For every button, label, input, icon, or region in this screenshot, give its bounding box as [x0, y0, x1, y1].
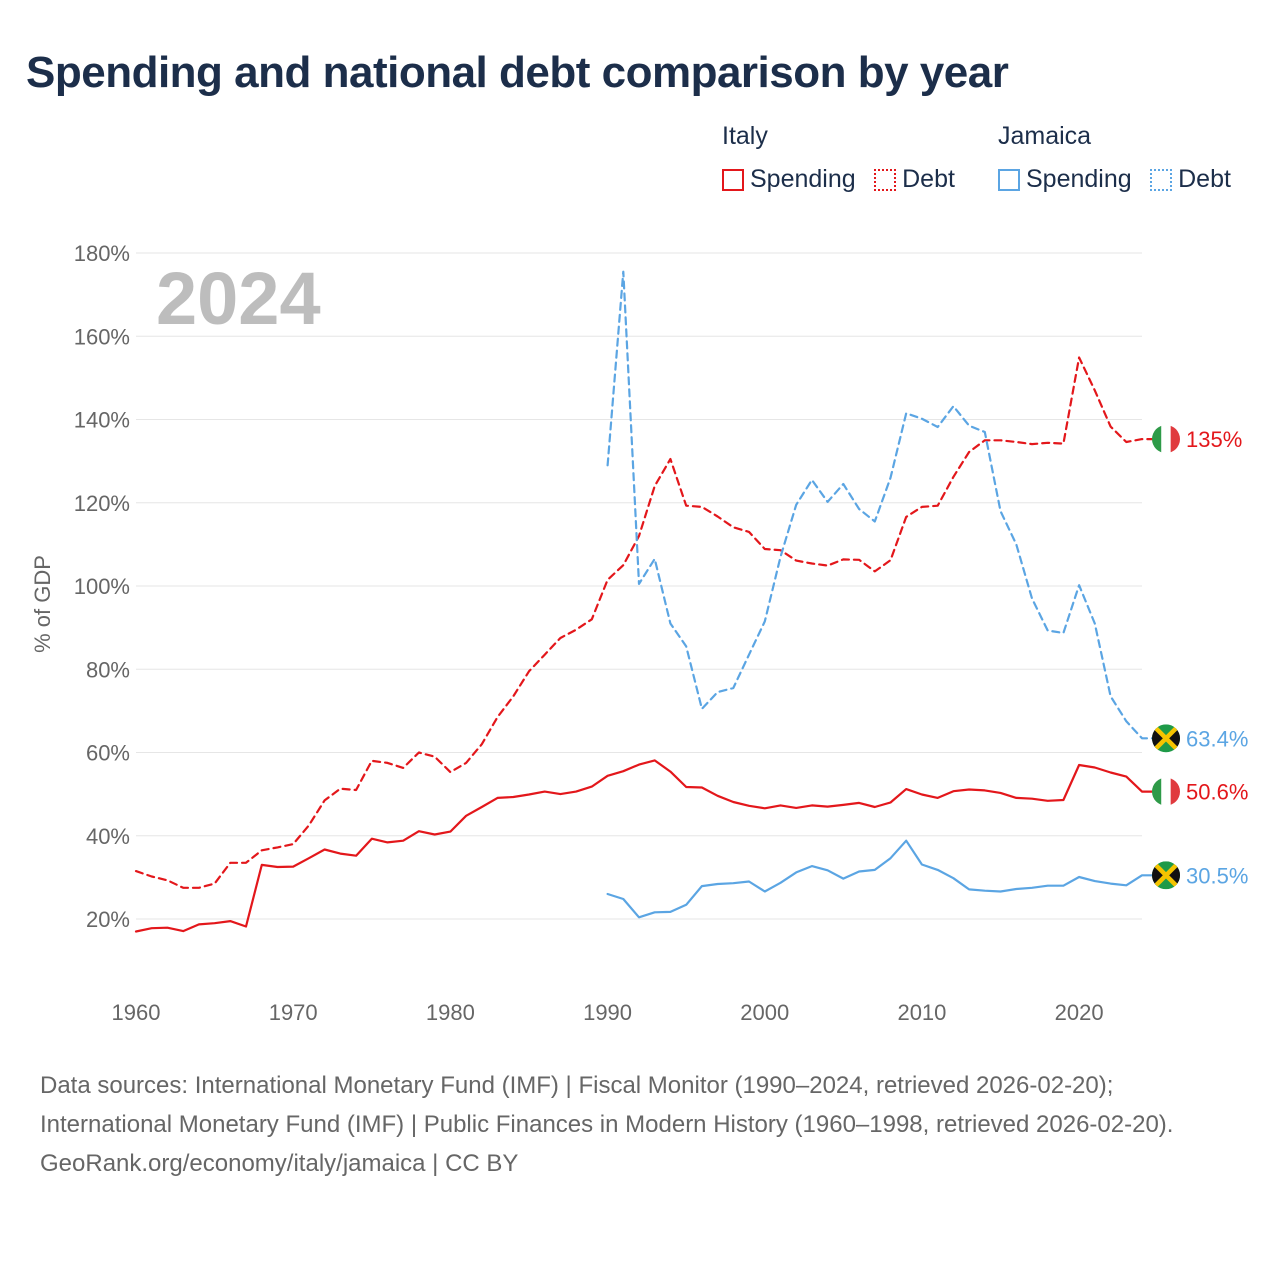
- legend-label: Debt: [902, 165, 955, 193]
- source-note: Data sources: International Monetary Fun…: [40, 1066, 1240, 1144]
- legend-item-jamaica-spending[interactable]: Spending: [998, 165, 1132, 194]
- legend-item-jamaica-debt[interactable]: Debt: [1150, 165, 1231, 194]
- y-tick-label: 80%: [86, 657, 130, 682]
- y-tick-label: 140%: [74, 408, 130, 433]
- x-tick-label: 1990: [583, 1000, 632, 1025]
- legend-label: Debt: [1178, 165, 1231, 193]
- y-tick-label: 60%: [86, 741, 130, 766]
- x-tick-label: 2010: [897, 1000, 946, 1025]
- legend-country-jamaica: Jamaica: [998, 122, 1092, 150]
- y-tick-label: 180%: [74, 241, 130, 266]
- x-tick-label: 2000: [740, 1000, 789, 1025]
- y-axis-title: % of GDP: [30, 555, 55, 653]
- year-overlay: 2024: [156, 257, 321, 340]
- legend-label: Spending: [750, 165, 856, 193]
- italy-flag-icon: [1152, 777, 1180, 806]
- legend-group-jamaica: Jamaica Spending Debt: [998, 122, 1245, 196]
- jamaica-flag-icon: [1152, 861, 1180, 890]
- legend-group-italy: Italy Spending Debt: [722, 122, 969, 196]
- jamaica-spending-line[interactable]: [606, 839, 1154, 919]
- chart-title: Spending and national debt comparison by…: [26, 48, 1009, 97]
- italy-flag-icon: [1152, 425, 1180, 454]
- grid: 20% 40% 60% 80% 100% 120% 140% 160% 180% 1960 1970…: [74, 241, 1142, 1025]
- y-tick-label: 120%: [74, 491, 130, 516]
- x-tick-label: 2020: [1055, 1000, 1104, 1025]
- x-tick-label: 1970: [269, 1000, 318, 1025]
- x-tick-label: 1980: [426, 1000, 475, 1025]
- source-line-2: International Monetary Fund (IMF) | Publ…: [40, 1111, 1174, 1138]
- italy-debt-end-label: 135%: [1186, 427, 1242, 452]
- jamaica-flag-icon: [1152, 724, 1180, 753]
- source-line-1: Data sources: International Monetary Fun…: [40, 1072, 1114, 1099]
- jamaica-debt-line[interactable]: [606, 270, 1154, 740]
- legend-swatch-dotted-blue: [1150, 168, 1173, 191]
- y-tick-label: 40%: [86, 824, 130, 849]
- jamaica-debt-end-label: 63.4%: [1186, 726, 1248, 751]
- legend-country-italy: Italy: [722, 122, 768, 150]
- series: [134, 270, 1154, 933]
- italy-debt-line[interactable]: [134, 356, 1154, 889]
- legend-swatch-dotted-red: [874, 168, 897, 191]
- y-tick-label: 100%: [74, 574, 130, 599]
- legend-item-italy-spending[interactable]: Spending: [722, 165, 856, 194]
- y-tick-label: 160%: [74, 324, 130, 349]
- credit-link[interactable]: GeoRank.org/economy/italy/jamaica | CC B…: [40, 1150, 519, 1177]
- legend-item-italy-debt[interactable]: Debt: [874, 165, 955, 194]
- jamaica-spending-end-label: 30.5%: [1186, 863, 1248, 888]
- legend-swatch-solid-blue: [998, 168, 1020, 191]
- legend-label: Spending: [1026, 165, 1132, 193]
- end-labels: 135% 50.6% 63.4% 30.5%: [1152, 425, 1248, 890]
- italy-spending-end-label: 50.6%: [1186, 780, 1248, 805]
- italy-spending-line[interactable]: [134, 759, 1154, 933]
- line-chart: 20% 40% 60% 80% 100% 120% 140% 160% 180% 1960 1970…: [30, 241, 1248, 1025]
- x-tick-label: 1960: [112, 1000, 161, 1025]
- y-tick-label: 20%: [86, 907, 130, 932]
- legend-swatch-solid-red: [722, 168, 744, 191]
- footer: Data sources: International Monetary Fun…: [40, 1066, 1240, 1183]
